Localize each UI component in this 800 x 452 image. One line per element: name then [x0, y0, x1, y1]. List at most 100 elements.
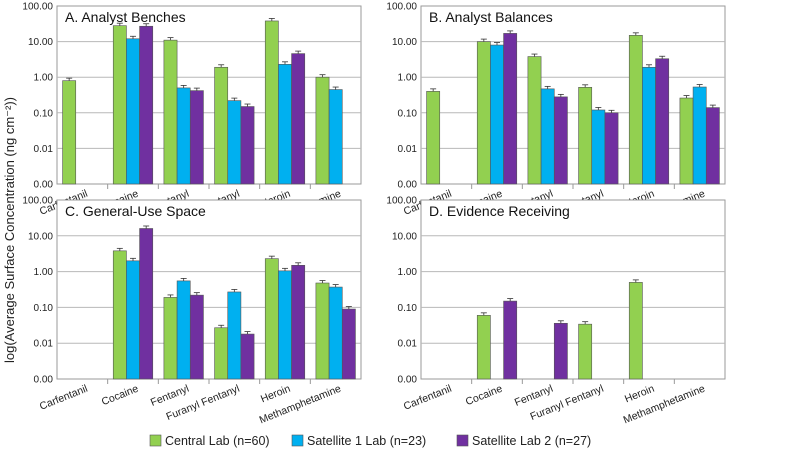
bar-furanyl-fentanyl-series-1: [214, 66, 229, 185]
plot-area: [56, 199, 362, 380]
y-tick-label: 1.00: [34, 73, 54, 84]
x-tick-label: Heroin: [259, 383, 292, 406]
bar-heroin-series-2: [278, 64, 292, 185]
bar-heroin-series-2: [642, 66, 656, 185]
y-tick-label: 10.00: [392, 231, 417, 242]
bar-carfentanil-series-1: [62, 80, 77, 185]
legend-swatch-1: [149, 434, 162, 447]
bar-furanyl-fentanyl-series-2: [227, 291, 242, 380]
y-tick-label: 0.01: [34, 144, 54, 155]
legend-swatch-3: [456, 434, 469, 447]
chart-panel-3: 0.00 0.01 0.10 1.00 10.00 100.00 Carfentanil Co…: [22, 196, 362, 426]
y-tick-label: 0.10: [398, 303, 418, 314]
plot-area: [56, 5, 362, 185]
bar-heroin-series-3: [291, 264, 306, 380]
x-tick-label: Carfentanil: [402, 383, 454, 413]
bar-heroin-series-3: [655, 58, 670, 185]
plot-area: [420, 5, 726, 185]
bar-cocaine-series-2: [126, 260, 140, 380]
x-tick-label: Cocaine: [100, 383, 140, 409]
y-tick-label: 10.00: [28, 231, 53, 242]
y-tick-label: 100.00: [386, 2, 417, 13]
y-tick-label: 1.00: [34, 267, 54, 278]
bar-furanyl-fentanyl-series-3: [240, 106, 255, 185]
bar-furanyl-fentanyl-series-3: [240, 333, 255, 380]
y-tick-label: 100.00: [22, 196, 53, 207]
bar-fentanyl-series-2: [176, 87, 191, 185]
bar-fentanyl-series-3: [189, 294, 204, 380]
bar-heroin-series-1: [628, 35, 643, 185]
bar-furanyl-fentanyl-series-1: [214, 327, 229, 380]
bar-cocaine-series-1: [476, 315, 491, 380]
bar-cocaine-series-3: [503, 300, 518, 380]
y-tick-label: 100.00: [22, 2, 53, 13]
chart-panel-4: 0.00 0.01 0.10 1.00 10.00 100.00 Carfentanil Co…: [386, 196, 726, 426]
bar-fentanyl-series-1: [163, 297, 178, 380]
bar-cocaine-series-2: [490, 44, 504, 185]
legend-swatch-2: [291, 434, 304, 447]
bar-cocaine-series-2: [126, 38, 140, 185]
bar-heroin-series-1: [264, 20, 279, 185]
bar-fentanyl-series-1: [527, 56, 542, 185]
chart-panel-2: 0.000.010.101.0010.00100.00CarfentanilCo…: [386, 2, 726, 231]
chart-panels: 0.00 0.01 0.10 1.00 10.00 100.00 Carfentanil Co…: [22, 2, 726, 426]
bar-furanyl-fentanyl-series-2: [591, 109, 606, 185]
legend-label-1: Central Lab (n=60): [165, 434, 270, 448]
y-tick-label: 0.00: [34, 180, 54, 191]
y-tick-label: 10.00: [392, 37, 417, 48]
legend-label-2: Satellite 1 Lab (n=23): [307, 434, 426, 448]
x-tick-label: Carfentanil: [38, 383, 90, 413]
y-tick-label: 1.00: [398, 73, 418, 84]
bar-methamphetamine-series-3: [341, 308, 356, 380]
bar-fentanyl-series-2: [176, 280, 191, 380]
bar-heroin-series-2: [278, 270, 292, 380]
bar-fentanyl-series-3: [189, 90, 204, 185]
panel-title: D. Evidence Receiving: [429, 203, 570, 219]
bar-methamphetamine-series-3: [705, 107, 720, 185]
y-tick-label: 0.00: [398, 375, 418, 386]
bar-heroin-series-1: [628, 282, 643, 380]
bar-furanyl-fentanyl-series-1: [578, 323, 593, 380]
y-tick-label: 0.01: [398, 339, 418, 350]
bar-methamphetamine-series-2: [328, 286, 343, 380]
bar-methamphetamine-series-2: [692, 86, 707, 185]
y-axis-label: log(Average Surface Concentration (ng cm…: [2, 97, 17, 363]
panel-title: A. Analyst Benches: [65, 9, 186, 25]
bar-methamphetamine-series-1: [315, 76, 330, 185]
y-tick-label: 0.01: [398, 144, 418, 155]
panel-title: B. Analyst Balances: [429, 9, 553, 25]
chart-panel-1: 0.000.010.101.0010.00100.00CarfentanilCo…: [22, 2, 362, 231]
bar-cocaine-series-3: [503, 33, 518, 185]
y-tick-label: 10.00: [28, 37, 53, 48]
bar-methamphetamine-series-1: [315, 282, 330, 380]
bar-methamphetamine-series-1: [679, 97, 694, 185]
bar-methamphetamine-series-2: [328, 89, 343, 185]
y-tick-label: 0.00: [398, 180, 418, 191]
bar-furanyl-fentanyl-series-1: [578, 87, 593, 185]
y-tick-label: 0.10: [34, 108, 54, 119]
y-tick-label: 0.10: [34, 303, 54, 314]
bar-fentanyl-series-3: [553, 322, 568, 380]
x-tick-label: Heroin: [623, 383, 656, 406]
bar-fentanyl-series-2: [540, 88, 555, 185]
bar-cocaine-series-1: [112, 25, 127, 185]
y-tick-label: 0.00: [34, 375, 54, 386]
chart-legend: Central Lab (n=60) Satellite 1 Lab (n=23)…: [149, 434, 591, 448]
bar-furanyl-fentanyl-series-3: [604, 112, 619, 185]
legend-label-3: Satellite Lab 2 (n=27): [472, 434, 591, 448]
x-tick-label: Cocaine: [464, 383, 504, 409]
bar-cocaine-series-3: [139, 228, 154, 380]
bar-cocaine-series-1: [112, 250, 127, 380]
y-tick-label: 0.10: [398, 108, 418, 119]
bar-fentanyl-series-1: [163, 39, 178, 185]
bar-carfentanil-series-1: [426, 91, 441, 185]
bar-fentanyl-series-3: [553, 96, 568, 185]
bar-cocaine-series-1: [476, 41, 491, 185]
y-tick-label: 0.01: [34, 339, 54, 350]
y-tick-label: 100.00: [386, 196, 417, 207]
bar-furanyl-fentanyl-series-2: [227, 100, 242, 185]
y-tick-label: 1.00: [398, 267, 418, 278]
plot-area: [420, 199, 726, 380]
bar-heroin-series-1: [264, 258, 279, 380]
